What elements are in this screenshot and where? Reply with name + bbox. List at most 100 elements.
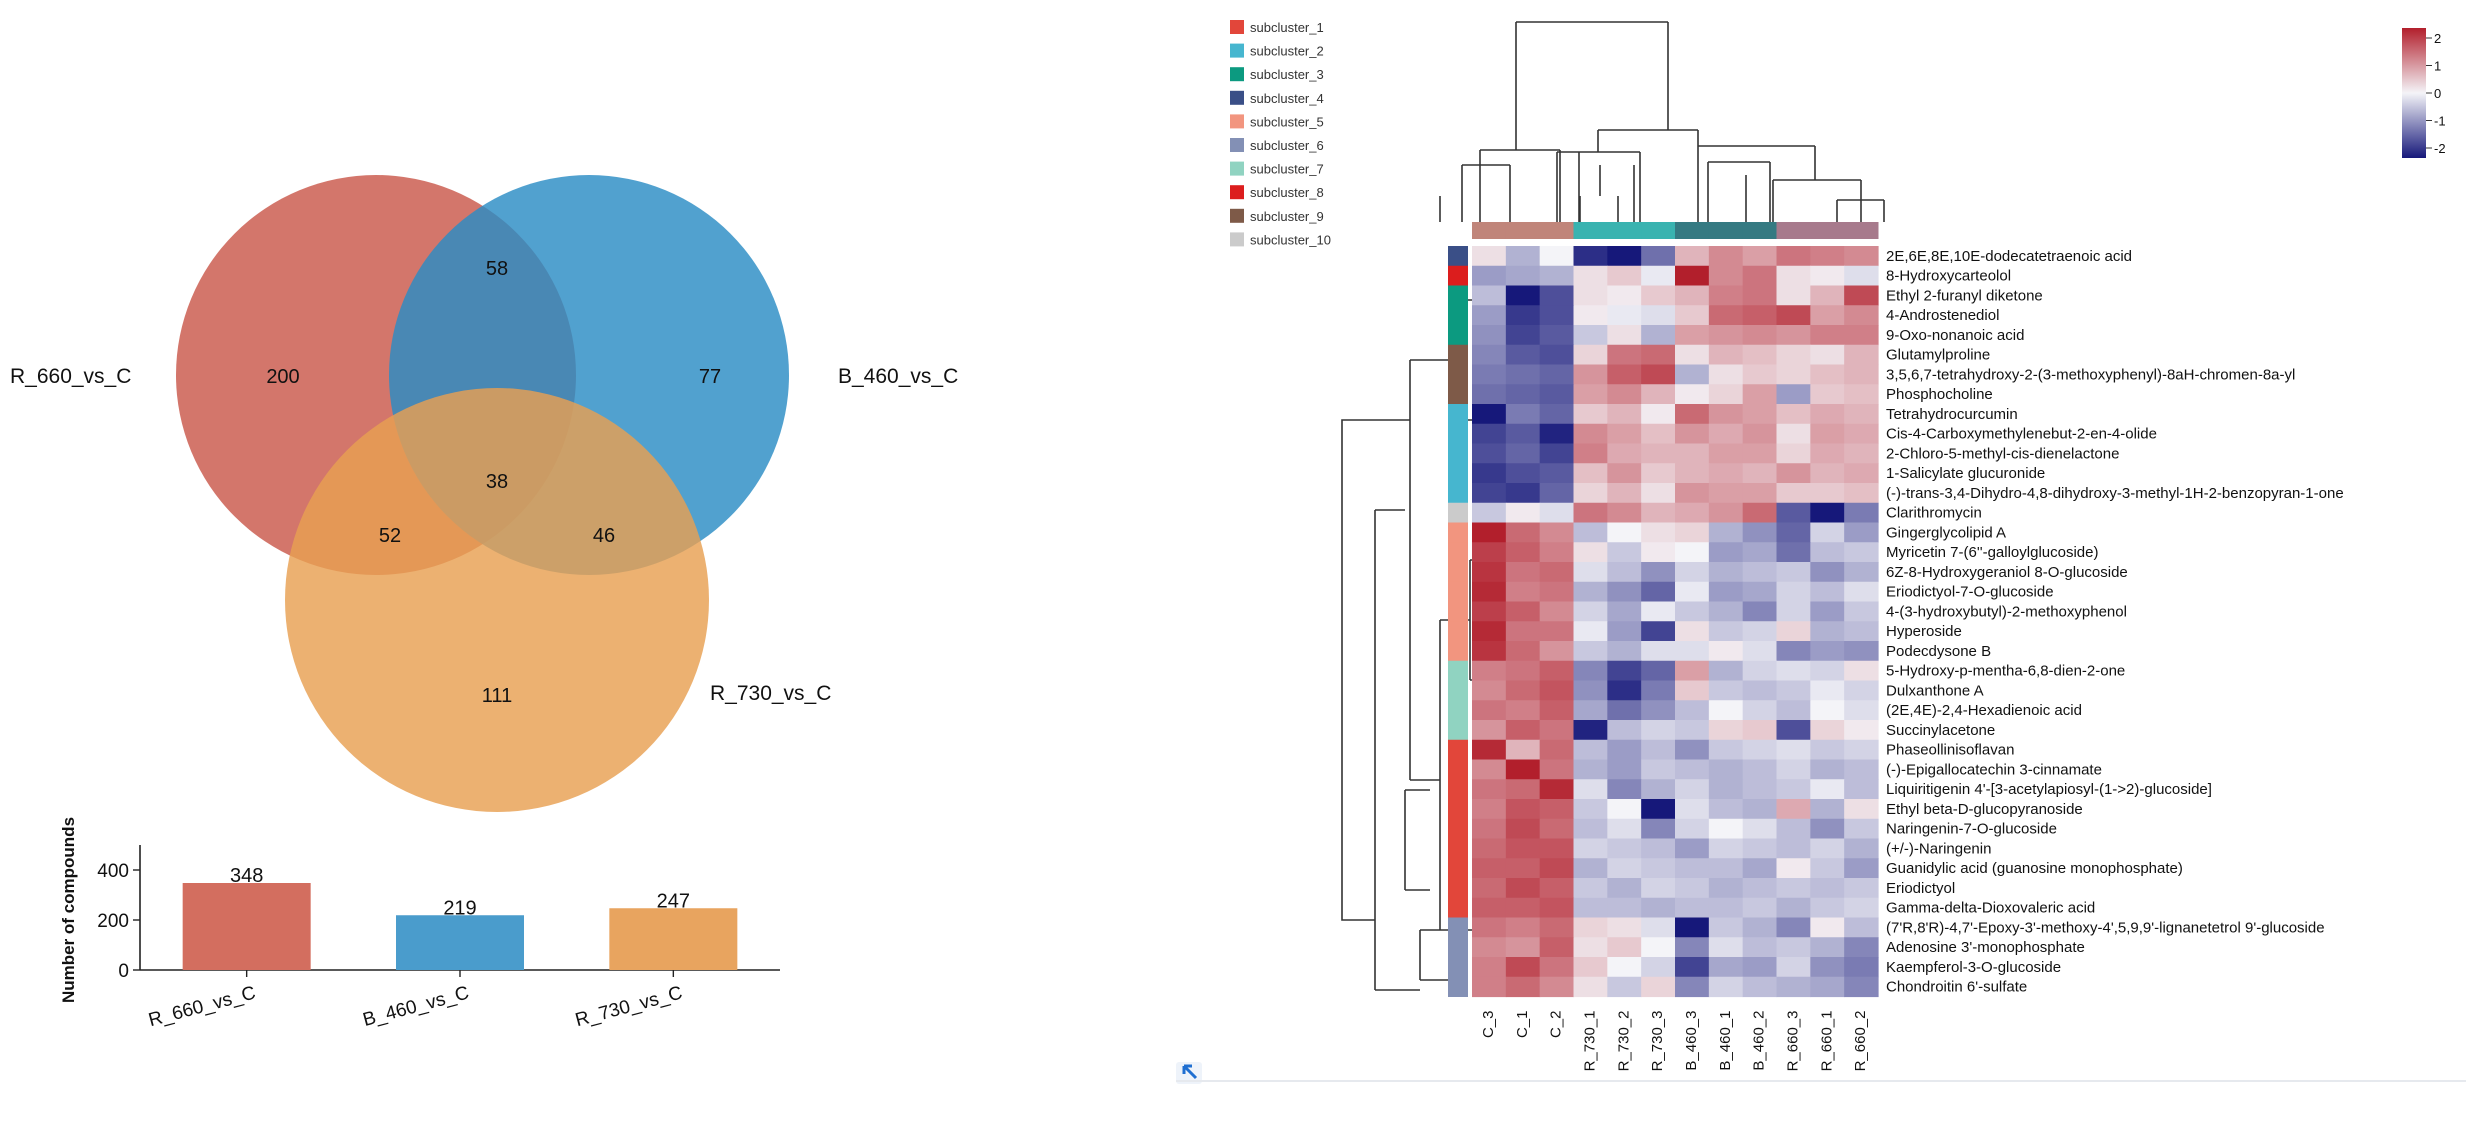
- heatmap-cell[interactable]: [1573, 779, 1608, 800]
- heatmap-cell[interactable]: [1844, 621, 1879, 642]
- heatmap-cell[interactable]: [1708, 976, 1744, 998]
- heatmap-cell[interactable]: [1472, 562, 1507, 583]
- heatmap-cell[interactable]: [1472, 641, 1507, 662]
- heatmap-cell[interactable]: [1708, 265, 1744, 287]
- heatmap-cell[interactable]: [1708, 818, 1744, 840]
- heatmap-cell[interactable]: [1539, 443, 1575, 464]
- heatmap-cell[interactable]: [1708, 878, 1744, 899]
- heatmap-cell[interactable]: [1675, 601, 1710, 622]
- heatmap-cell[interactable]: [1742, 384, 1778, 405]
- heatmap-cell[interactable]: [1708, 562, 1744, 583]
- heatmap-cell[interactable]: [1708, 759, 1744, 780]
- heatmap-cell[interactable]: [1505, 858, 1541, 879]
- heatmap-cell[interactable]: [1607, 285, 1642, 306]
- heatmap-cell[interactable]: [1607, 443, 1642, 464]
- heatmap-cell[interactable]: [1742, 246, 1778, 267]
- heatmap-cell[interactable]: [1776, 325, 1811, 346]
- heatmap-cell[interactable]: [1539, 246, 1575, 267]
- heatmap-cell[interactable]: [1742, 463, 1778, 484]
- heatmap-cell[interactable]: [1641, 581, 1676, 603]
- heatmap-cell[interactable]: [1844, 739, 1879, 761]
- heatmap-cell[interactable]: [1573, 739, 1608, 761]
- heatmap-cell[interactable]: [1776, 344, 1811, 366]
- heatmap-cell[interactable]: [1505, 542, 1541, 563]
- horizontal-scrollbar[interactable]: [1176, 1080, 2466, 1082]
- heatmap-cell[interactable]: [1505, 502, 1541, 524]
- heatmap-cell[interactable]: [1641, 325, 1676, 346]
- heatmap-cell[interactable]: [1539, 641, 1575, 662]
- heatmap-cell[interactable]: [1776, 483, 1811, 504]
- heatmap-cell[interactable]: [1810, 542, 1845, 563]
- heatmap-cell[interactable]: [1742, 265, 1778, 287]
- heatmap-cell[interactable]: [1505, 404, 1541, 425]
- heatmap-cell[interactable]: [1776, 542, 1811, 563]
- heatmap-cell[interactable]: [1675, 779, 1710, 800]
- heatmap-cell[interactable]: [1505, 581, 1541, 603]
- heatmap-cell[interactable]: [1573, 957, 1608, 978]
- heatmap-cell[interactable]: [1742, 759, 1778, 780]
- heatmap-cell[interactable]: [1810, 660, 1845, 682]
- heatmap-cell[interactable]: [1505, 601, 1541, 622]
- heatmap-cell[interactable]: [1641, 937, 1676, 958]
- heatmap-cell[interactable]: [1472, 443, 1507, 464]
- heatmap-cell[interactable]: [1607, 720, 1642, 741]
- heatmap-cell[interactable]: [1472, 384, 1507, 405]
- heatmap-cell[interactable]: [1675, 818, 1710, 840]
- heatmap-cell[interactable]: [1810, 404, 1845, 425]
- heatmap-cell[interactable]: [1776, 384, 1811, 405]
- heatmap-cell[interactable]: [1675, 305, 1710, 326]
- heatmap-cell[interactable]: [1573, 976, 1608, 998]
- heatmap-cell[interactable]: [1607, 917, 1642, 938]
- heatmap-cell[interactable]: [1607, 423, 1642, 445]
- heatmap-cell[interactable]: [1505, 305, 1541, 326]
- heatmap-cell[interactable]: [1472, 779, 1507, 800]
- heatmap-cell[interactable]: [1810, 384, 1845, 405]
- heatmap-cell[interactable]: [1810, 325, 1845, 346]
- heatmap-cell[interactable]: [1539, 305, 1575, 326]
- heatmap-cell[interactable]: [1505, 759, 1541, 780]
- heatmap-cell[interactable]: [1472, 404, 1507, 425]
- heatmap-cell[interactable]: [1810, 443, 1845, 464]
- heatmap-cell[interactable]: [1573, 483, 1608, 504]
- heatmap-cell[interactable]: [1539, 621, 1575, 642]
- heatmap-cell[interactable]: [1708, 522, 1744, 543]
- heatmap-cell[interactable]: [1505, 818, 1541, 840]
- heatmap-cell[interactable]: [1505, 878, 1541, 899]
- heatmap-cell[interactable]: [1472, 937, 1507, 958]
- heatmap-cell[interactable]: [1675, 917, 1710, 938]
- heatmap-cell[interactable]: [1675, 799, 1710, 820]
- heatmap-cell[interactable]: [1539, 976, 1575, 998]
- heatmap-cell[interactable]: [1539, 957, 1575, 978]
- heatmap-cell[interactable]: [1641, 957, 1676, 978]
- heatmap-cell[interactable]: [1472, 423, 1507, 445]
- heatmap-cell[interactable]: [1573, 937, 1608, 958]
- heatmap-cell[interactable]: [1641, 680, 1676, 701]
- heatmap-cell[interactable]: [1472, 621, 1507, 642]
- heatmap-cell[interactable]: [1675, 641, 1710, 662]
- heatmap-cell[interactable]: [1708, 660, 1744, 682]
- heatmap-cell[interactable]: [1810, 739, 1845, 761]
- heatmap-cell[interactable]: [1742, 838, 1778, 859]
- heatmap-cell[interactable]: [1844, 443, 1879, 464]
- heatmap-cell[interactable]: [1539, 759, 1575, 780]
- heatmap-cell[interactable]: [1810, 601, 1845, 622]
- heatmap-cell[interactable]: [1505, 364, 1541, 385]
- heatmap-cell[interactable]: [1708, 641, 1744, 662]
- heatmap-cell[interactable]: [1472, 344, 1507, 366]
- heatmap-cell[interactable]: [1776, 976, 1811, 998]
- heatmap-cell[interactable]: [1844, 384, 1879, 405]
- heatmap-cell[interactable]: [1573, 404, 1608, 425]
- heatmap-cell[interactable]: [1776, 305, 1811, 326]
- heatmap-cell[interactable]: [1573, 581, 1608, 603]
- heatmap-cell[interactable]: [1742, 601, 1778, 622]
- heatmap-cell[interactable]: [1708, 384, 1744, 405]
- heatmap-cell[interactable]: [1573, 641, 1608, 662]
- heatmap-cell[interactable]: [1573, 502, 1608, 524]
- heatmap-cell[interactable]: [1776, 660, 1811, 682]
- heatmap-cell[interactable]: [1472, 660, 1507, 682]
- heatmap-cell[interactable]: [1776, 739, 1811, 761]
- heatmap-cell[interactable]: [1675, 423, 1710, 445]
- heatmap-cell[interactable]: [1742, 621, 1778, 642]
- heatmap-cell[interactable]: [1742, 957, 1778, 978]
- heatmap-cell[interactable]: [1844, 325, 1879, 346]
